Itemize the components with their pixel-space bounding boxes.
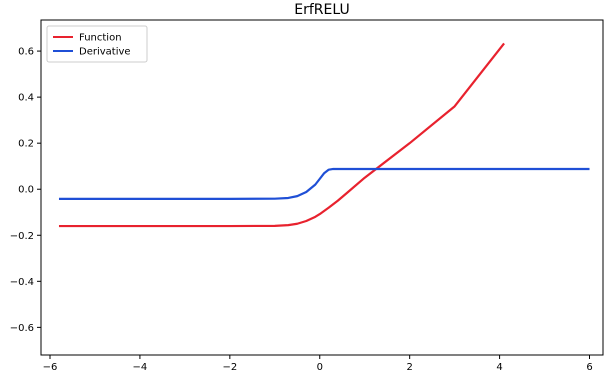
x-tick-label: −4	[133, 362, 148, 373]
y-tick-label: 0.2	[18, 139, 34, 150]
y-axis: −0.6 −0.4 −0.2 0.0 0.2 0.4 0.6	[10, 47, 41, 334]
y-tick-label: 0.4	[18, 93, 34, 104]
chart-title: ErfRELU	[294, 2, 349, 18]
y-tick-label: 0.0	[18, 185, 34, 196]
x-tick-label: 6	[586, 362, 592, 373]
plot-area	[40, 19, 604, 356]
y-tick-label: 0.6	[18, 47, 34, 58]
function-line	[58, 42, 505, 228]
x-tick-label: −6	[43, 362, 58, 373]
axes-frame	[40, 19, 604, 356]
y-tick-label: −0.6	[10, 323, 34, 334]
series-lines	[58, 42, 590, 228]
derivative-line	[58, 167, 590, 200]
legend-label-function: Function	[79, 33, 122, 44]
x-tick-label: 2	[406, 362, 412, 373]
x-tick-label: −2	[222, 362, 237, 373]
legend-label-derivative: Derivative	[79, 47, 131, 58]
y-tick-label: −0.2	[10, 231, 34, 242]
x-tick-label: 0	[317, 362, 323, 373]
y-tick-label: −0.4	[10, 277, 34, 288]
x-tick-label: 4	[496, 362, 502, 373]
legend: Function Derivative	[46, 25, 148, 63]
legend-box	[46, 25, 148, 63]
x-axis: −6 −4 −2 0 2 4 6	[43, 355, 593, 373]
